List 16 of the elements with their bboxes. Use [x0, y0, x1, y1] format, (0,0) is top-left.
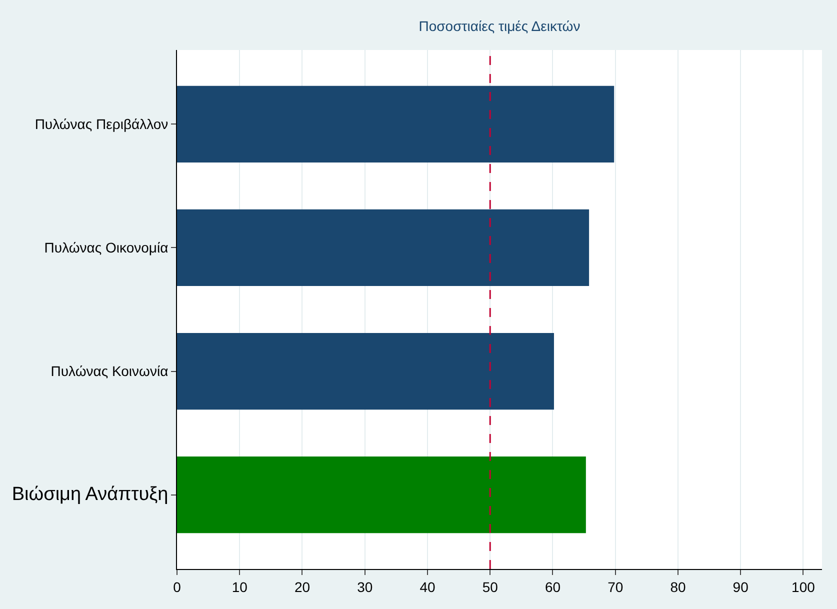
x-tick-label: 30 [357, 578, 373, 595]
y-tick-label: Πυλώνας Κοινωνία [50, 363, 168, 380]
x-tick-label: 20 [294, 578, 310, 595]
y-tick-label: Πυλώνας Περιβάλλον [34, 116, 168, 132]
x-tick-label: 10 [232, 578, 248, 595]
x-tick-label: 60 [544, 578, 561, 595]
chart-title: Ποσοστιαίες τιμές Δεικτών [418, 18, 580, 34]
y-tick-label: Πυλώνας Οικονομία [44, 240, 168, 256]
y-tick-label: Βιώσιμη Ανάπτυξη [12, 484, 168, 505]
x-tick-label: 90 [732, 578, 749, 595]
x-tick-label: 40 [420, 578, 436, 595]
x-tick-label: 100 [792, 578, 816, 595]
x-tick-label: 50 [482, 578, 498, 595]
x-tick-label: 0 [173, 578, 182, 595]
x-tick-label: 70 [608, 578, 624, 595]
x-tick-label: 80 [670, 578, 686, 595]
